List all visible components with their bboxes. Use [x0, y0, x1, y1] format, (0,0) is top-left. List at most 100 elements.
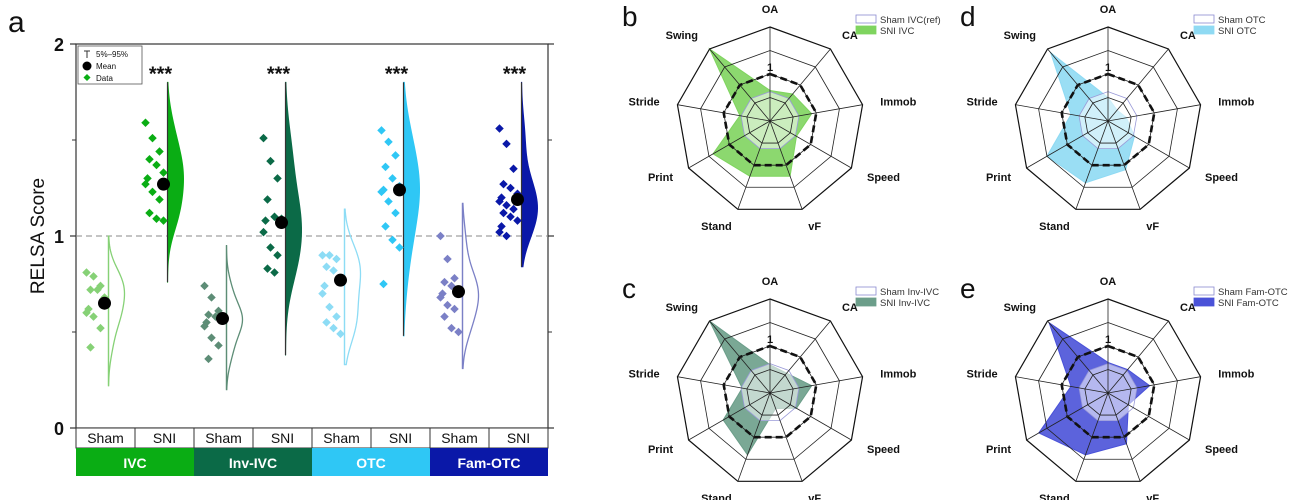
panel-d-label: d — [960, 1, 976, 32]
legend-data-label: Data — [96, 74, 113, 83]
data-point — [384, 138, 392, 146]
condition-label: SNI — [389, 430, 412, 446]
data-point — [145, 155, 153, 163]
data-point — [336, 330, 344, 338]
data-point — [96, 324, 104, 332]
condition-label: SNI — [153, 430, 176, 446]
data-point — [509, 205, 517, 213]
data-point — [499, 180, 507, 188]
legend-label: Sham IVC(ref) — [880, 15, 941, 26]
ring-label: 1 — [767, 334, 773, 346]
data-point — [379, 280, 387, 288]
data-point — [440, 278, 448, 286]
violin-outline — [345, 209, 361, 365]
data-point — [391, 151, 399, 159]
data-point — [270, 268, 278, 276]
significance-label: *** — [267, 63, 291, 85]
data-point — [259, 228, 267, 236]
mean-marker — [452, 285, 465, 298]
axis-label-oa: OA — [1100, 4, 1117, 16]
legend-swatch — [1194, 287, 1214, 295]
data-point — [388, 174, 396, 182]
y-tick-label: 0 — [54, 419, 64, 439]
data-point — [447, 324, 455, 332]
legend-label: SNI Inv-IVC — [880, 298, 930, 309]
data-point — [322, 318, 330, 326]
axis-label-swing: Swing — [1004, 30, 1036, 42]
data-point — [391, 209, 399, 217]
data-point — [506, 184, 514, 192]
data-point — [450, 305, 458, 313]
data-point — [499, 209, 507, 217]
violin-chart: 012RELSA Score5%–95%MeanDataSham***SNIIV… — [28, 35, 554, 476]
data-point — [266, 157, 274, 165]
data-point — [261, 216, 269, 224]
data-point — [89, 272, 97, 280]
data-point — [259, 134, 267, 142]
data-point — [86, 343, 94, 351]
legend-swatch — [1194, 26, 1214, 34]
panel-b-label: b — [622, 1, 638, 32]
legend-label: Sham OTC — [1218, 15, 1266, 26]
radar-chart-e: OA CA Immob Speed vF Stand Print Stride Swing 1 Sh… — [967, 276, 1288, 500]
mean-marker — [157, 178, 170, 191]
data-point — [509, 165, 517, 173]
data-point — [388, 236, 396, 244]
violin-fill — [522, 82, 538, 266]
axis-label-speed: Speed — [1205, 444, 1238, 456]
data-point — [502, 201, 510, 209]
group-label: Fam-OTC — [458, 455, 521, 471]
legend-label: SNI OTC — [1218, 26, 1257, 37]
violin-fill — [168, 82, 184, 282]
y-axis-label: RELSA Score — [28, 178, 49, 294]
mean-marker — [334, 274, 347, 287]
data-point — [204, 310, 212, 318]
data-point — [214, 341, 222, 349]
legend-label: Sham Fam-OTC — [1218, 287, 1288, 298]
axis-label-ca: CA — [1180, 302, 1196, 314]
legend-swatch — [856, 298, 876, 306]
data-point — [200, 282, 208, 290]
violin-outline — [109, 236, 125, 386]
axis-label-stand: Stand — [1039, 493, 1070, 500]
axis-label-stand: Stand — [701, 221, 732, 233]
violin-outline — [463, 203, 479, 368]
data-point — [273, 251, 281, 259]
data-point — [381, 163, 389, 171]
data-point — [207, 334, 215, 342]
radar-chart-c: OA CA Immob Speed vF Stand Print Stride Swing 1 Sh… — [629, 276, 940, 500]
axis-label-vf: vF — [1146, 493, 1159, 500]
axis-label-stand: Stand — [701, 493, 732, 500]
data-point — [204, 355, 212, 363]
condition-label: SNI — [271, 430, 294, 446]
axis-label-swing: Swing — [666, 30, 698, 42]
axis-label-ca: CA — [1180, 30, 1196, 42]
mean-marker — [98, 297, 111, 310]
data-point — [454, 328, 462, 336]
data-point — [155, 195, 163, 203]
axis-label-immob: Immob — [1218, 369, 1254, 381]
ring-label: 1 — [1105, 334, 1111, 346]
axis-label-stride: Stride — [629, 369, 660, 381]
data-point — [436, 232, 444, 240]
y-tick-label: 2 — [54, 35, 64, 55]
legend-swatch — [856, 15, 876, 23]
panel-e-label: e — [960, 273, 976, 304]
data-point — [377, 126, 385, 134]
mean-marker — [275, 216, 288, 229]
data-point — [332, 255, 340, 263]
axis-label-print: Print — [986, 444, 1011, 456]
axis-label-stride: Stride — [967, 369, 998, 381]
ring-label: 1 — [1105, 62, 1111, 74]
legend-swatch — [1194, 298, 1214, 306]
data-point — [443, 255, 451, 263]
axis-label-speed: Speed — [867, 172, 900, 184]
data-point — [384, 197, 392, 205]
ring-label: 1 — [767, 62, 773, 74]
axis-label-print: Print — [648, 444, 673, 456]
data-point — [145, 209, 153, 217]
axis-label-swing: Swing — [1004, 302, 1036, 314]
mean-marker — [511, 193, 524, 206]
y-tick-label: 1 — [54, 227, 64, 247]
data-point — [263, 195, 271, 203]
